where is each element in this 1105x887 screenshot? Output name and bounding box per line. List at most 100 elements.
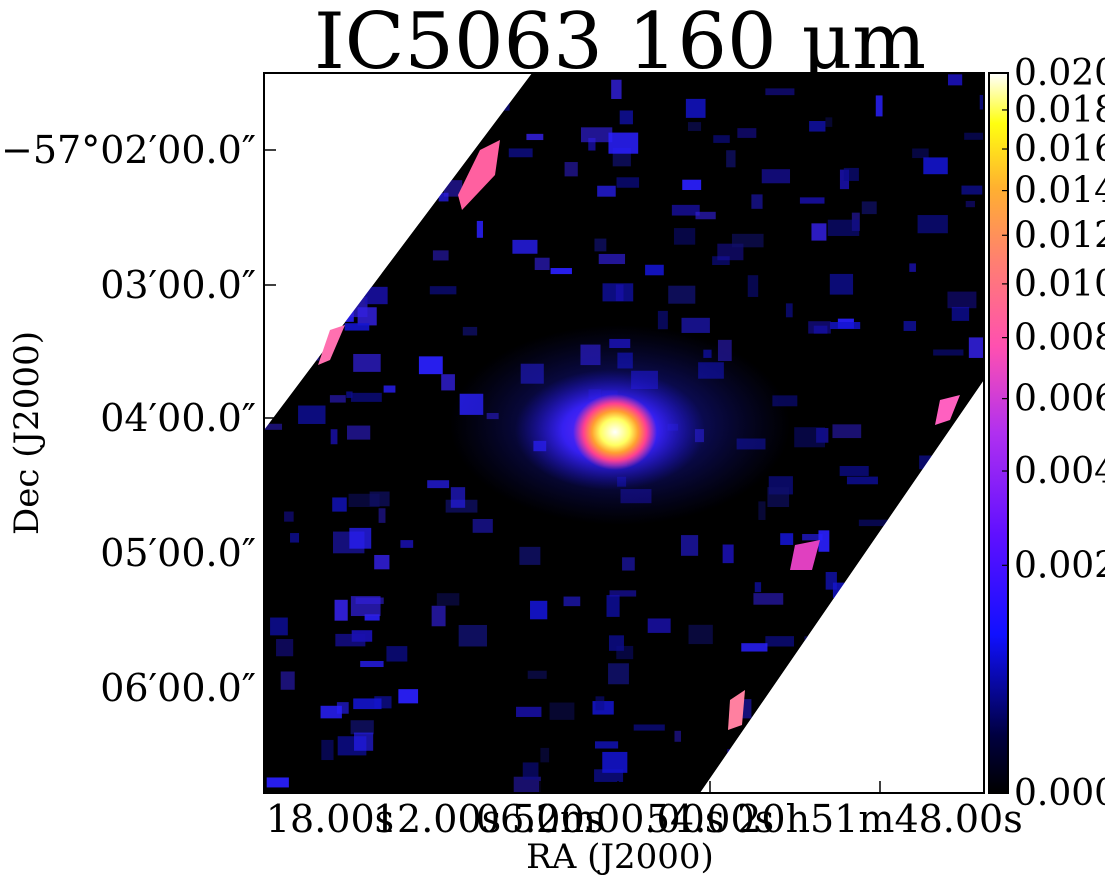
x-tick-label: 18.00s <box>266 797 394 841</box>
x-tick-label: 52m00.00s <box>512 797 725 841</box>
colorbar-tick-label: 0.000 <box>1014 773 1105 814</box>
noise-patch <box>398 689 419 704</box>
noise-patch <box>513 776 541 793</box>
noise-patch <box>332 497 347 512</box>
noise-patch <box>364 286 388 305</box>
noise-patch <box>564 162 578 177</box>
noise-patch <box>747 275 759 297</box>
noise-patch <box>739 699 752 719</box>
noise-patch <box>458 624 487 647</box>
noise-patch <box>534 257 550 271</box>
noise-patch <box>276 639 294 657</box>
y-axis-label: Dec (J2000) <box>7 331 47 535</box>
noise-patch <box>526 133 544 141</box>
noise-patch <box>350 392 382 402</box>
colorbar-tick-label: 0.014 <box>1014 171 1105 212</box>
y-axis: −57°02′00.0″ 03′00.0″ 04′00.0″ 05′00.0″ 06′0… <box>1 128 276 710</box>
noise-patch <box>580 127 613 143</box>
noise-patch <box>754 582 762 593</box>
noise-patch <box>329 395 346 403</box>
noise-patch <box>321 739 334 761</box>
noise-patch <box>846 476 878 485</box>
noise-patch <box>595 696 605 711</box>
noise-patch <box>522 762 539 780</box>
noise-patch <box>351 630 373 642</box>
noise-patch <box>688 624 713 645</box>
noise-patch <box>508 148 533 158</box>
noise-patch <box>374 554 390 570</box>
noise-patch <box>602 751 628 773</box>
colorbar-tick-label: 0.008 <box>1014 318 1105 359</box>
noise-patch <box>264 423 283 430</box>
y-tick-label: −57°02′00.0″ <box>1 128 256 172</box>
x-axis-label: RA (J2000) <box>526 837 714 877</box>
x-tick-label: 12.00s <box>373 797 501 841</box>
colorbar-tick-label: 0.018 <box>1014 90 1105 131</box>
noise-patch <box>549 702 575 720</box>
noise-patch <box>336 702 349 714</box>
noise-patch <box>947 291 977 309</box>
noise-patch <box>431 605 446 627</box>
noise-patch <box>681 317 710 333</box>
noise-patch <box>809 121 826 132</box>
noise-patch <box>767 487 790 508</box>
noise-patch <box>353 698 382 710</box>
noise-patch <box>347 425 371 440</box>
noise-patch <box>330 429 338 445</box>
noise-patch <box>685 98 706 118</box>
noise-patch <box>550 268 572 275</box>
colorbar-ticks: 0.000 0.002 0.004 0.006 0.008 0.010 0.0120.014… <box>1002 53 1105 814</box>
x-tick-label: 06.00s <box>476 797 604 841</box>
noise-patch <box>615 284 624 302</box>
galaxy-nucleus <box>573 394 657 470</box>
noise-patch <box>270 617 288 636</box>
plot-frame <box>263 72 985 794</box>
noise-patch <box>354 732 374 751</box>
noise-patch <box>608 635 624 651</box>
noise-patch <box>334 599 348 621</box>
noise-patch <box>472 518 493 533</box>
colorbar-tick-label: 0.016 <box>1014 129 1105 170</box>
noise-patch <box>519 546 541 565</box>
x-axis: 18.00s12.00s06.00s52m00.00s54.00s20h51m4… <box>266 781 1023 841</box>
noise-patch <box>598 253 626 265</box>
noise-patch <box>609 590 637 597</box>
noise-patch <box>320 705 342 719</box>
noise-patch <box>608 132 639 154</box>
noise-patch <box>441 374 455 391</box>
noise-patch <box>383 385 396 393</box>
noise-patch <box>512 239 538 254</box>
edge-artifacts <box>318 140 960 730</box>
noise-patch <box>917 215 948 234</box>
colorbar-tick-label: 0.002 <box>1014 545 1105 586</box>
noise-patch <box>827 219 860 236</box>
colorbar <box>988 72 1009 794</box>
noise-patch <box>695 211 716 220</box>
noise-patch <box>290 533 300 543</box>
no-data-lower-right <box>700 380 984 793</box>
noise-patch <box>284 511 294 522</box>
y-tick-label: 06′00.0″ <box>100 666 256 710</box>
noise-patch <box>350 720 374 735</box>
noise-patch <box>588 137 596 151</box>
noise-patch <box>563 596 581 607</box>
noise-patch <box>829 273 854 295</box>
noise-patch <box>674 730 681 742</box>
colorbar-tick-label: 0.020 <box>1014 53 1105 94</box>
noise-patch <box>606 595 620 617</box>
noise-patch <box>753 593 784 605</box>
noise-patch <box>811 223 827 241</box>
noise-patch <box>597 185 616 197</box>
noise-patch <box>903 321 917 331</box>
noise-patch <box>965 200 975 208</box>
noise-patch <box>825 571 837 590</box>
noise-patch <box>349 527 372 549</box>
y-tick-label: 05′00.0″ <box>100 531 256 575</box>
y-tick-label: 03′00.0″ <box>100 263 256 307</box>
noise-patch <box>808 321 831 334</box>
noise-patch <box>687 122 702 131</box>
noise-patch <box>947 74 963 86</box>
noise-patch <box>961 185 983 195</box>
noise-patch <box>830 322 861 330</box>
